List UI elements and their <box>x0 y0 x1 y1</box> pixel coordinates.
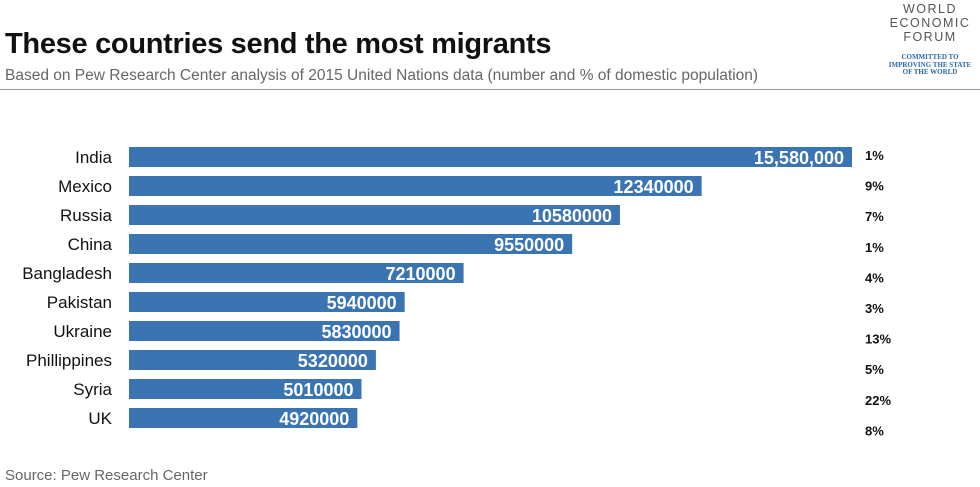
logo-line: FORUM <box>903 30 957 44</box>
bar <box>129 321 400 341</box>
bar <box>129 408 358 428</box>
percent-label: 9% <box>865 179 884 194</box>
logo-line: ECONOMIC <box>889 16 971 30</box>
category-label: UK <box>88 409 112 428</box>
value-label: 15,580,000 <box>754 148 844 168</box>
percent-label: 13% <box>865 332 891 347</box>
percent-label: 5% <box>865 362 884 377</box>
percent-label: 1% <box>865 240 884 255</box>
category-label: India <box>75 148 112 167</box>
value-label: 5830000 <box>321 322 391 342</box>
logo-tagline: IMPROVING THE STATE <box>888 60 972 69</box>
value-label: 5320000 <box>298 351 368 371</box>
percent-label: 22% <box>865 393 891 408</box>
bar <box>129 205 620 225</box>
percent-label: 4% <box>865 270 884 285</box>
wef-logo: WORLD ECONOMIC FORUM COMMITTED TO IMPROV… <box>880 0 980 90</box>
bar <box>129 263 464 283</box>
percent-label: 8% <box>865 423 884 438</box>
percent-label: 7% <box>865 209 884 224</box>
logo-tagline: OF THE WORLD <box>902 68 958 76</box>
logo-line: WORLD <box>902 2 958 16</box>
value-label: 12340000 <box>614 177 694 197</box>
percent-label: 1% <box>865 148 884 163</box>
bar <box>129 350 376 370</box>
bar <box>129 379 362 399</box>
bar <box>129 234 573 254</box>
bar <box>129 147 852 167</box>
divider <box>0 89 980 90</box>
value-label: 4920000 <box>279 409 349 429</box>
value-label: 10580000 <box>532 206 612 226</box>
percent-label: 3% <box>865 301 884 316</box>
category-label: Ukraine <box>53 322 112 341</box>
category-label: China <box>68 235 113 254</box>
category-label: Mexico <box>58 177 112 196</box>
logo-tagline: COMMITTED TO <box>901 53 959 61</box>
value-label: 5010000 <box>283 380 353 400</box>
value-label: 7210000 <box>386 264 456 284</box>
category-label: Syria <box>73 380 112 399</box>
source-note: Source: Pew Research Center <box>5 467 208 484</box>
bar <box>129 176 702 196</box>
chart-subtitle: Based on Pew Research Center analysis of… <box>5 67 759 84</box>
chart-title: These countries send the most migrants <box>5 28 552 60</box>
category-label: Pakistan <box>47 293 112 312</box>
category-label: Bangladesh <box>22 264 112 283</box>
value-label: 5940000 <box>327 293 397 313</box>
category-label: Russia <box>60 206 113 225</box>
category-label: Phillippines <box>26 351 112 370</box>
value-label: 9550000 <box>494 235 564 255</box>
bar <box>129 292 405 312</box>
